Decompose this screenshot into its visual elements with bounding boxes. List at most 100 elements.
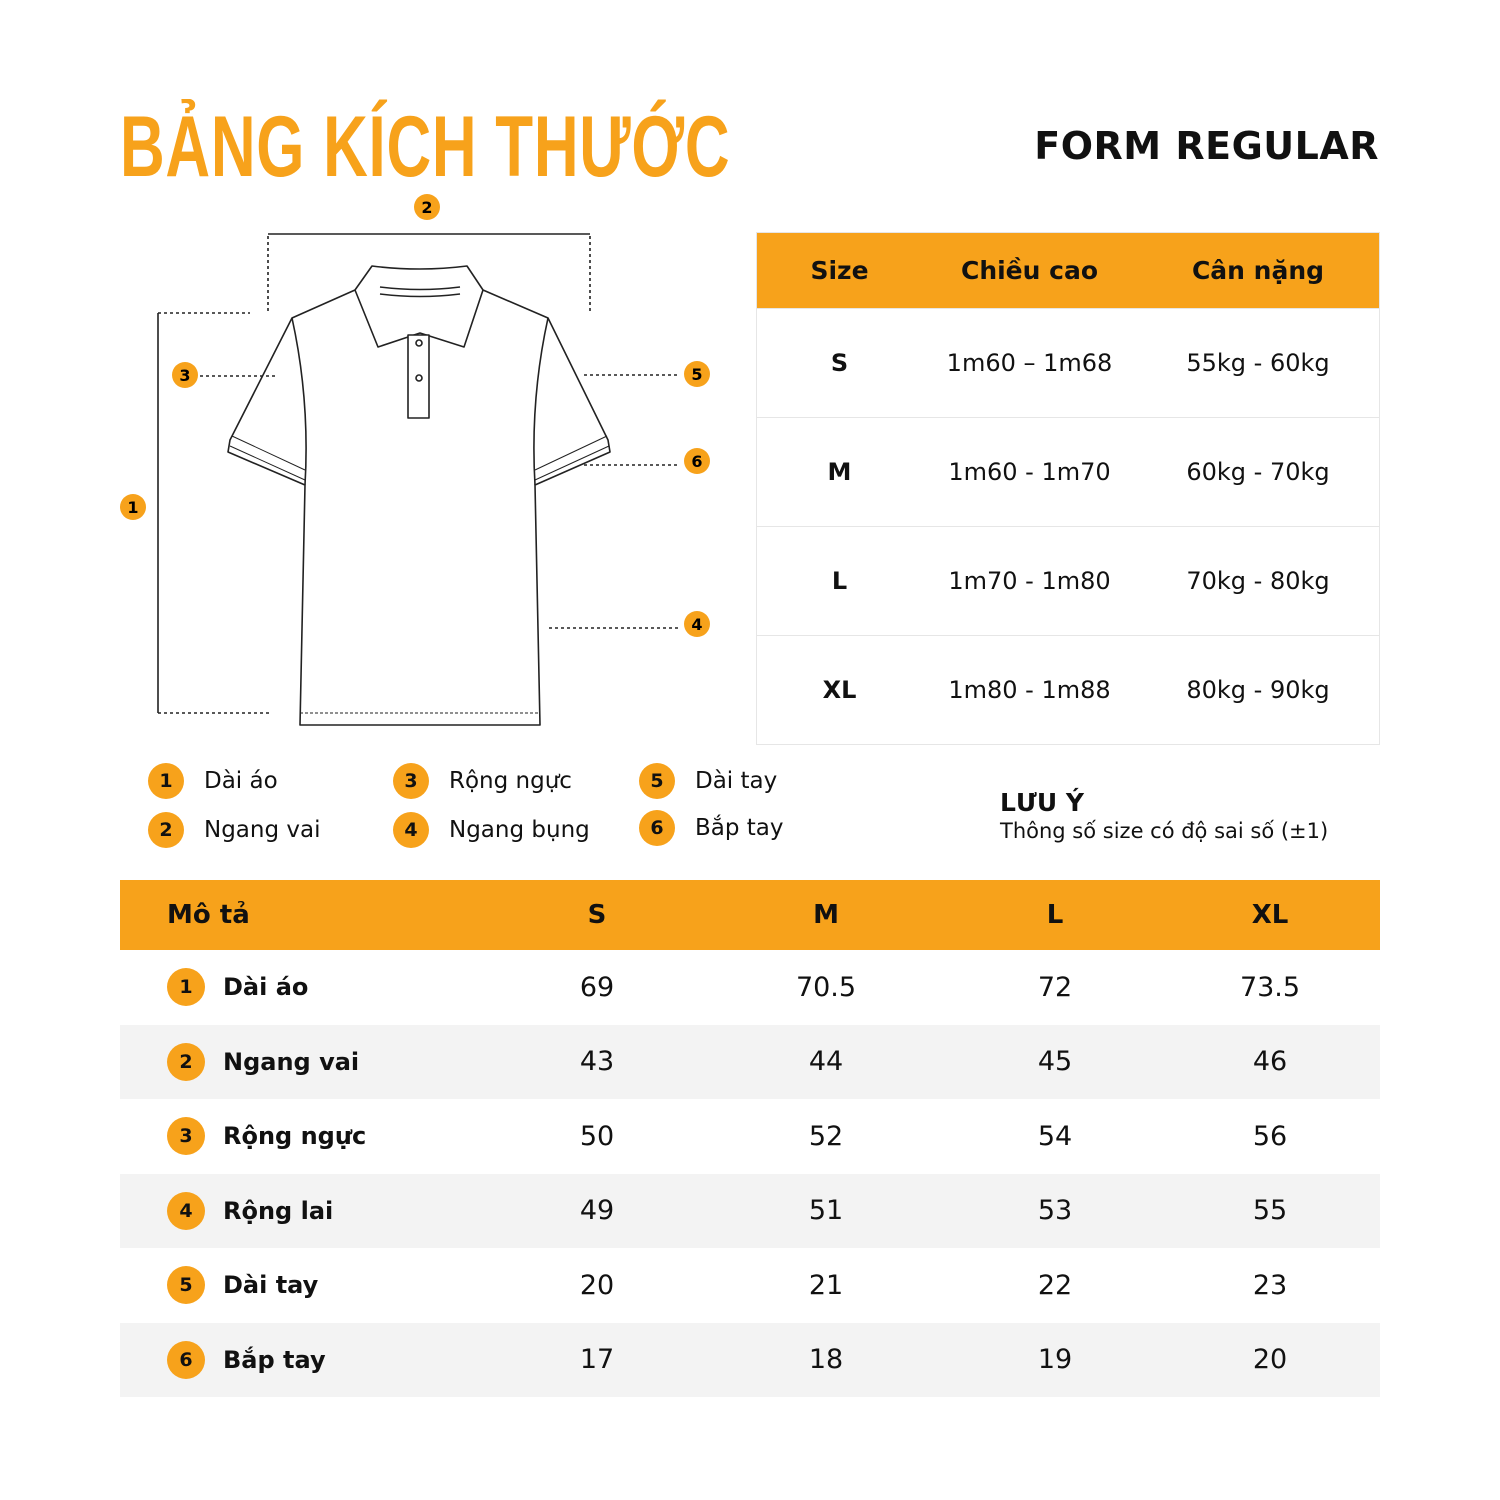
badge-3 [172, 362, 198, 388]
table-row: 1 Dài áo 69 70.5 72 73.5 [120, 950, 1380, 1025]
weight-cell: 55kg - 60kg [1137, 308, 1380, 418]
badge-6-label: 6 [691, 452, 702, 471]
table-row: M 1m60 - 1m70 60kg - 70kg [756, 417, 1380, 527]
legend-item: 3 Rộng ngực [393, 763, 572, 799]
legend-label: Dài áo [204, 768, 278, 794]
measurement-label: Rộng ngực [223, 1122, 367, 1151]
value-cell: 43 [492, 1024, 702, 1099]
badge-6 [684, 448, 710, 474]
size-cell: L [756, 526, 922, 636]
badge: 2 [148, 812, 184, 848]
form-label: FORM REGULAR [1034, 124, 1379, 168]
badge-5 [684, 361, 710, 387]
weight-cell: 60kg - 70kg [1137, 417, 1380, 527]
legend-item: 2 Ngang vai [148, 812, 320, 848]
badge: 5 [639, 763, 675, 799]
size-cell: XL [756, 635, 922, 745]
page-title: BẢNG KÍCH THƯỚC [120, 99, 731, 195]
value-cell: 73.5 [1239, 971, 1301, 1003]
value-cell: 44 [702, 1024, 950, 1099]
legend-label: Ngang bụng [449, 817, 590, 843]
badge: 3 [393, 763, 429, 799]
value-cell: 51 [702, 1173, 950, 1248]
height-cell: 1m80 - 1m88 [922, 635, 1137, 745]
value-cell: 18 [702, 1322, 950, 1397]
polo-shirt-icon [227, 265, 611, 726]
badge-5-label: 5 [691, 365, 702, 384]
value-cell: 50 [579, 1120, 615, 1152]
value-cell: 46 [1160, 1024, 1380, 1099]
size-l-header: L [950, 880, 1160, 950]
description-cell: 4 Rộng lai [120, 1173, 492, 1248]
table-row: S 1m60 – 1m68 55kg - 60kg [756, 308, 1380, 418]
value-cell: 52 [808, 1120, 844, 1152]
value-cell: 69 [579, 971, 615, 1003]
description-cell: 6 Bắp tay [120, 1322, 492, 1397]
legend-item: 1 Dài áo [148, 763, 278, 799]
value-cell: 21 [808, 1269, 844, 1301]
value-cell: 72 [1037, 971, 1073, 1003]
measurement-label: Bắp tay [223, 1345, 326, 1374]
measurement-label: Dài tay [223, 1271, 319, 1300]
legend-label: Dài tay [695, 768, 778, 794]
size-header: Size [756, 232, 922, 309]
value-cell: 55 [1160, 1173, 1380, 1248]
description-cell: 1 Dài áo [120, 950, 492, 1025]
size-xl-header: XL [1160, 880, 1380, 950]
value-cell: 22 [1037, 1269, 1073, 1301]
measurement-label: Dài áo [223, 973, 309, 1002]
badge: 3 [167, 1117, 205, 1156]
badge: 6 [639, 810, 675, 846]
badge-1 [120, 494, 146, 520]
badge: 4 [167, 1191, 205, 1230]
description-cell: 3 Rộng ngực [120, 1099, 492, 1174]
legend-label: Rộng ngực [449, 768, 572, 794]
note: LƯU Ý Thông số size có độ sai số (±1) [1000, 788, 1328, 843]
size-cell: S [756, 308, 922, 418]
badge: 4 [393, 812, 429, 848]
badge-2 [414, 194, 440, 220]
value-cell: 20 [579, 1269, 615, 1301]
legend-item: 4 Ngang bụng [393, 812, 590, 848]
note-text: Thông số size có độ sai số (±1) [1000, 819, 1329, 843]
legend-item: 5 Dài tay [639, 763, 777, 799]
weight-cell: 70kg - 80kg [1137, 526, 1380, 636]
description-cell: 2 Ngang vai [120, 1024, 492, 1099]
badge-4-label: 4 [691, 615, 702, 634]
measurement-label: Rộng lai [223, 1196, 334, 1225]
value-cell: 17 [492, 1322, 702, 1397]
measurement-label: Ngang vai [223, 1047, 360, 1076]
weight-header: Cân nặng [1137, 232, 1380, 309]
value-cell: 53 [950, 1173, 1160, 1248]
badge-2-label: 2 [421, 198, 432, 217]
description-cell: 5 Dài tay [120, 1248, 492, 1323]
badge: 1 [148, 763, 184, 799]
table-row: XL 1m80 - 1m88 80kg - 90kg [756, 635, 1380, 745]
measurement-table: Mô tả S M L XL 1 Dài áo 69 70.5 72 73.5 2 Ngang… [120, 880, 1380, 1397]
table-row: 6 Bắp tay 17 18 19 20 [120, 1322, 1380, 1397]
value-cell: 56 [1252, 1120, 1288, 1152]
measure-lines [157, 233, 680, 714]
table-row: 4 Rộng lai 49 51 53 55 [120, 1173, 1380, 1248]
weight-cell: 80kg - 90kg [1137, 635, 1380, 745]
table-row: L 1m70 - 1m80 70kg - 80kg [756, 526, 1380, 636]
height-header: Chiều cao [922, 232, 1137, 309]
height-cell: 1m60 - 1m70 [922, 417, 1137, 527]
legend-item: 6 Bắp tay [639, 810, 784, 846]
badge: 5 [167, 1266, 205, 1305]
badge-4 [684, 611, 710, 637]
value-cell: 49 [492, 1173, 702, 1248]
value-cell: 45 [950, 1024, 1160, 1099]
badge: 2 [167, 1042, 205, 1081]
height-cell: 1m70 - 1m80 [922, 526, 1137, 636]
value-cell: 23 [1252, 1269, 1288, 1301]
value-cell: 54 [1037, 1120, 1073, 1152]
value-cell: 20 [1160, 1322, 1380, 1397]
table-row: 2 Ngang vai 43 44 45 46 [120, 1024, 1380, 1099]
height-cell: 1m60 – 1m68 [922, 308, 1137, 418]
note-heading: LƯU Ý [1000, 788, 1084, 817]
badge-3-label: 3 [179, 366, 190, 385]
table-row: 5 Dài tay 20 21 22 23 [120, 1248, 1380, 1323]
badge-1-label: 1 [127, 498, 138, 517]
size-m-header: M [702, 880, 950, 950]
